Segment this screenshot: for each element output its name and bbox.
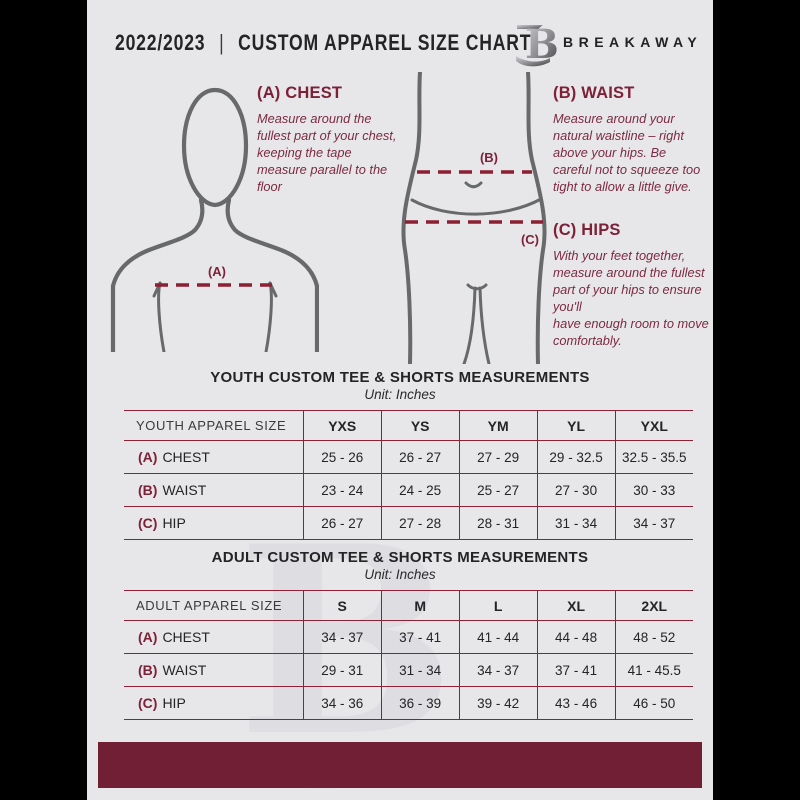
size-column-header: YXL bbox=[614, 410, 693, 441]
svg-text:B: B bbox=[525, 21, 559, 68]
row-label: (C) HIP bbox=[124, 687, 303, 720]
row-name: HIP bbox=[162, 515, 186, 531]
size-column-header: XL bbox=[536, 590, 616, 621]
row-marker: (A) bbox=[138, 629, 158, 645]
measurement-cell: 46 - 50 bbox=[614, 686, 693, 720]
size-column-header: 2XL bbox=[614, 590, 693, 621]
waist-guide: (B) WAIST Measure around your natural wa… bbox=[553, 84, 705, 195]
hips-heading: (C) HIPS bbox=[553, 221, 621, 239]
measurement-cell: 30 - 33 bbox=[614, 473, 693, 507]
measurement-cell: 37 - 41 bbox=[380, 620, 460, 654]
measurement-cell: 27 - 28 bbox=[380, 506, 460, 540]
measurement-cell: 34 - 37 bbox=[302, 620, 382, 654]
row-marker: (B) bbox=[138, 662, 158, 678]
row-marker: (A) bbox=[138, 449, 158, 465]
size-column-header: S bbox=[302, 590, 382, 621]
size-column-header: YM bbox=[458, 410, 538, 441]
adult-table-unit: Unit: Inches bbox=[364, 567, 436, 582]
row-label: (B) WAIST bbox=[124, 654, 303, 687]
youth-table-title: YOUTH CUSTOM TEE & SHORTS MEASUREMENTS bbox=[210, 369, 590, 386]
measurement-cell: 31 - 34 bbox=[380, 653, 460, 687]
measurement-cell: 24 - 25 bbox=[380, 473, 460, 507]
row-name: CHEST bbox=[162, 629, 210, 645]
measurement-cell: 26 - 27 bbox=[380, 440, 460, 474]
measurement-cell: 43 - 46 bbox=[536, 686, 616, 720]
measurement-cell: 23 - 24 bbox=[302, 473, 382, 507]
measurement-cell: 39 - 42 bbox=[458, 686, 538, 720]
measurement-cell: 27 - 29 bbox=[458, 440, 538, 474]
chart-title: CUSTOM APPAREL SIZE CHART bbox=[238, 30, 532, 55]
chest-figure-illustration: (A) bbox=[110, 87, 319, 352]
measurement-cell: 41 - 44 bbox=[458, 620, 538, 654]
measurement-cell: 29 - 31 bbox=[302, 653, 382, 687]
breakaway-logo-icon: B bbox=[516, 21, 559, 68]
measurement-row: (C) HIP 26 - 27 27 - 28 28 - 31 31 - 34 34 - 3… bbox=[124, 506, 693, 540]
footer-bar bbox=[98, 742, 702, 788]
row-label: (A) CHEST bbox=[124, 621, 303, 654]
measurement-row: (B) WAIST 29 - 31 31 - 34 34 - 37 37 - 41 41 -… bbox=[124, 653, 693, 687]
row-label: (A) CHEST bbox=[124, 441, 303, 474]
adult-size-table: ADULT APPAREL SIZE S M L XL 2XL (A) CHEST 34 - 3… bbox=[124, 590, 693, 720]
size-column-header: L bbox=[458, 590, 538, 621]
waist-hips-figure-illustration: (B) (C) bbox=[401, 72, 547, 364]
chest-heading: (A) CHEST bbox=[257, 84, 343, 102]
measurement-cell: 25 - 27 bbox=[458, 473, 538, 507]
youth-size-table: YOUTH APPAREL SIZE YXS YS YM YL YXL (A) CHEST 25… bbox=[124, 410, 693, 540]
hips-guide: (C) HIPS With your feet together, measur… bbox=[553, 221, 709, 349]
waist-description: Measure around your natural waistline – … bbox=[553, 111, 701, 195]
measurement-cell: 32.5 - 35.5 bbox=[614, 440, 693, 474]
measurement-cell: 34 - 37 bbox=[614, 506, 693, 540]
measurement-cell: 31 - 34 bbox=[536, 506, 616, 540]
measurement-cell: 29 - 32.5 bbox=[536, 440, 616, 474]
row-marker: (C) bbox=[138, 695, 158, 711]
chest-marker-label: (A) bbox=[208, 264, 226, 279]
measurement-cell: 25 - 26 bbox=[302, 440, 382, 474]
measurement-row: (B) WAIST 23 - 24 24 - 25 25 - 27 27 - 30 30 -… bbox=[124, 473, 693, 507]
measurement-cell: 27 - 30 bbox=[536, 473, 616, 507]
table-corner-label: ADULT APPAREL SIZE bbox=[136, 598, 283, 613]
measurement-cell: 34 - 36 bbox=[302, 686, 382, 720]
size-column-header: YXS bbox=[302, 410, 382, 441]
measurement-cell: 26 - 27 bbox=[302, 506, 382, 540]
row-name: CHEST bbox=[162, 449, 210, 465]
size-column-header: YL bbox=[536, 410, 616, 441]
measurement-cell: 36 - 39 bbox=[380, 686, 460, 720]
brand-wordmark: BREAKAWAY bbox=[563, 34, 703, 50]
row-label: (C) HIP bbox=[124, 507, 303, 540]
measurement-row: (C) HIP 34 - 36 36 - 39 39 - 42 43 - 46 46 - 5… bbox=[124, 686, 693, 720]
measurement-row: (A) CHEST 34 - 37 37 - 41 41 - 44 44 - 48 48 -… bbox=[124, 620, 693, 654]
page-title: 2022/2023 | CUSTOM APPAREL SIZE CHART bbox=[115, 30, 531, 56]
row-name: WAIST bbox=[162, 662, 207, 678]
size-column-header: YS bbox=[380, 410, 460, 441]
row-name: WAIST bbox=[162, 482, 207, 498]
waist-heading: (B) WAIST bbox=[553, 84, 635, 102]
measurement-row: (A) CHEST 25 - 26 26 - 27 27 - 29 29 - 32.5 32… bbox=[124, 440, 693, 474]
measurement-cell: 28 - 31 bbox=[458, 506, 538, 540]
season-label: 2022/2023 bbox=[115, 30, 206, 55]
measurement-cell: 48 - 52 bbox=[614, 620, 693, 654]
measurement-cell: 44 - 48 bbox=[536, 620, 616, 654]
row-marker: (B) bbox=[138, 482, 158, 498]
measurement-cell: 34 - 37 bbox=[458, 653, 538, 687]
waist-marker-label: (B) bbox=[480, 150, 498, 165]
table-corner-label: YOUTH APPAREL SIZE bbox=[136, 418, 287, 433]
measurement-cell: 37 - 41 bbox=[536, 653, 616, 687]
adult-table-title: ADULT CUSTOM TEE & SHORTS MEASUREMENTS bbox=[211, 549, 589, 566]
row-label: (B) WAIST bbox=[124, 474, 303, 507]
page-header: 2022/2023 | CUSTOM APPAREL SIZE CHART B … bbox=[115, 21, 697, 68]
size-chart-page: B 2022/2023 | CUSTOM APPAREL SIZE CHART bbox=[87, 0, 713, 800]
chest-guide: (A) CHEST Measure around the fullest par… bbox=[257, 84, 399, 195]
row-name: HIP bbox=[162, 695, 186, 711]
hips-description: With your feet together, measure around … bbox=[553, 248, 709, 349]
title-separator: | bbox=[219, 30, 225, 55]
chest-description: Measure around the fullest part of your … bbox=[257, 111, 397, 195]
row-marker: (C) bbox=[138, 515, 158, 531]
measurement-cell: 41 - 45.5 bbox=[614, 653, 693, 687]
hips-marker-label: (C) bbox=[521, 232, 539, 247]
size-column-header: M bbox=[380, 590, 460, 621]
youth-table-unit: Unit: Inches bbox=[364, 387, 436, 402]
